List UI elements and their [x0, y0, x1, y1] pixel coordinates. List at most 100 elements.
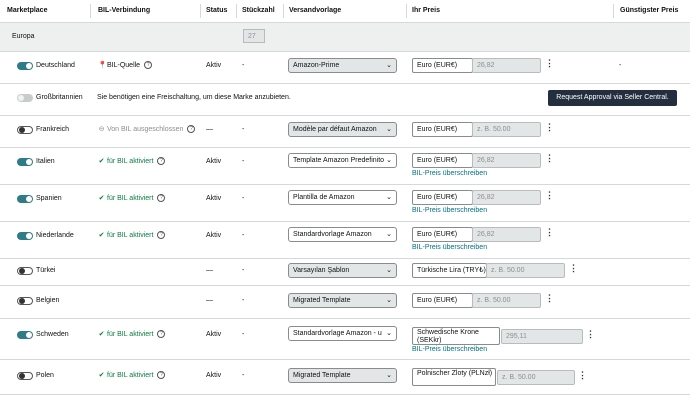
marketplace-toggle[interactable] [17, 195, 33, 203]
override-bil-price-link[interactable]: BIL-Preis überschreiben [412, 346, 488, 353]
bil-connection: ⊖ Von BIL ausgeschlossen ? [98, 125, 196, 133]
shipping-template-value: Template Amazon Predefinito [293, 157, 385, 164]
qty-text: - [242, 232, 245, 239]
chevron-down-icon: ⌄ [386, 194, 392, 201]
price-input[interactable]: 26,82 [472, 58, 541, 73]
bil-connection: ✔ für BIL aktiviert ? [98, 231, 166, 239]
currency-field[interactable]: Euro (EUR€) [412, 293, 473, 308]
shipping-template-value: Plantilla de Amazon [293, 194, 355, 201]
region-row: Europa 27 [0, 23, 690, 52]
override-bil-price-link[interactable]: BIL-Preis überschreiben [412, 244, 488, 251]
status-text: Aktiv [206, 195, 222, 202]
help-circle-icon[interactable]: ? [144, 61, 153, 69]
chevron-down-icon: ⌄ [386, 157, 392, 164]
table-row: Türkei — - Varsayılan Şablon ⌄ Türkische … [0, 259, 690, 286]
kebab-menu-icon[interactable]: ⋮ [578, 370, 587, 380]
shipping-template-select[interactable]: Amazon-Prime ⌄ [288, 58, 397, 73]
shipping-template-select[interactable]: Plantilla de Amazon ⌄ [288, 190, 397, 205]
currency-field[interactable]: Euro (EUR€) [412, 227, 473, 242]
chevron-down-icon: ⌄ [386, 297, 392, 304]
kebab-menu-icon[interactable]: ⋮ [545, 293, 554, 303]
shipping-template-value: Standardvorlage Amazon [293, 231, 372, 238]
check-circle-icon: ✔ [98, 231, 105, 239]
status-text: — [206, 267, 213, 274]
shipping-template-value: Migrated Template [293, 297, 351, 304]
kebab-menu-icon[interactable]: ⋮ [545, 58, 554, 68]
table-row: Frankreich ⊖ Von BIL ausgeschlossen ? — … [0, 116, 690, 148]
help-circle-icon[interactable]: ? [187, 125, 196, 133]
shipping-template-select[interactable]: Migrated Template ⌄ [288, 293, 397, 308]
price-input[interactable]: z. B. 50.00 [497, 370, 575, 385]
marketplace-toggle[interactable] [17, 158, 33, 166]
shipping-template-select[interactable]: Migrated Template ⌄ [288, 368, 397, 383]
currency-field[interactable]: Türkische Lira (TRY₺) [412, 263, 487, 278]
marketplace-toggle[interactable] [17, 331, 33, 339]
marketplace-toggle[interactable] [17, 267, 33, 275]
approval-message: Sie benötigen eine Freischaltung, um die… [97, 94, 291, 101]
marketplace-toggle[interactable] [17, 62, 33, 70]
location-pin-icon: 📍 [98, 61, 107, 69]
currency-field[interactable]: Polnischer Zloty (PLNzł) [412, 368, 496, 386]
best-price-text: - [619, 62, 622, 69]
price-input[interactable]: 26,82 [472, 190, 541, 205]
qty-text: - [242, 331, 245, 338]
price-input[interactable]: 295,11 [501, 329, 583, 344]
chevron-down-icon: ⌄ [386, 267, 392, 274]
help-circle-icon[interactable]: ? [157, 371, 166, 379]
qty-text: - [242, 372, 245, 379]
price-input[interactable]: 26,82 [472, 227, 541, 242]
table-row: Niederlande ✔ für BIL aktiviert ? Aktiv … [0, 222, 690, 259]
price-input[interactable]: 26,82 [472, 153, 541, 168]
marketplace-name: Belgien [36, 297, 60, 304]
kebab-menu-icon[interactable]: ⋮ [545, 122, 554, 132]
shipping-template-value: Amazon-Prime [293, 62, 340, 69]
bil-label: für BIL aktiviert [107, 371, 154, 379]
marketplace-toggle[interactable] [17, 372, 33, 380]
shipping-template-select[interactable]: Template Amazon Predefinito ⌄ [288, 153, 397, 168]
shipping-template-select[interactable]: Standardvorlage Amazon - u ⌄ [288, 326, 397, 341]
table-header: Marketplace BIL-Verbindung Status Stückz… [0, 0, 690, 23]
request-approval-button[interactable]: Request Approval via Seller Central. [548, 90, 677, 106]
marketplace-toggle[interactable] [17, 232, 33, 240]
shipping-template-select[interactable]: Modèle par défaut Amazon ⌄ [288, 122, 397, 137]
chevron-down-icon: ⌄ [386, 62, 392, 69]
price-input[interactable]: z. B. 50.00 [472, 122, 541, 137]
header-divider [200, 4, 201, 18]
header-divider [406, 4, 407, 18]
marketplace-toggle[interactable] [17, 126, 33, 134]
help-circle-icon[interactable]: ? [157, 194, 166, 202]
help-circle-icon[interactable]: ? [157, 157, 166, 165]
kebab-menu-icon[interactable]: ⋮ [545, 190, 554, 200]
price-input[interactable]: z. B. 50.00 [486, 263, 565, 278]
status-text: Aktiv [206, 62, 222, 69]
shipping-template-select[interactable]: Standardvorlage Amazon ⌄ [288, 227, 397, 242]
override-bil-price-link[interactable]: BIL-Preis überschreiben [412, 170, 488, 177]
kebab-menu-icon[interactable]: ⋮ [569, 263, 578, 273]
currency-field[interactable]: Euro (EUR€) [412, 58, 473, 73]
qty-text: - [242, 297, 245, 304]
marketplace-name: Türkei [36, 267, 56, 274]
kebab-menu-icon[interactable]: ⋮ [545, 227, 554, 237]
kebab-menu-icon[interactable]: ⋮ [586, 329, 595, 339]
help-circle-icon[interactable]: ? [157, 231, 166, 239]
marketplace-name: Niederlande [36, 232, 74, 239]
price-input[interactable]: z. B. 50.00 [472, 293, 541, 308]
status-text: Aktiv [206, 372, 222, 379]
help-circle-icon[interactable]: ? [157, 330, 166, 338]
currency-field[interactable]: Euro (EUR€) [412, 190, 473, 205]
qty-text: - [242, 195, 245, 202]
override-bil-price-link[interactable]: BIL-Preis überschreiben [412, 207, 488, 214]
region-label: Europa [12, 33, 35, 40]
bil-connection: 📍 BIL-Quelle ? [98, 61, 153, 69]
bil-label: für BIL aktiviert [107, 194, 154, 202]
currency-field[interactable]: Euro (EUR€) [412, 153, 473, 168]
region-qty-field: 27 [243, 29, 265, 43]
marketplace-toggle[interactable] [17, 297, 33, 305]
check-circle-icon: ✔ [98, 330, 105, 338]
kebab-menu-icon[interactable]: ⋮ [545, 153, 554, 163]
shipping-template-select[interactable]: Varsayılan Şablon ⌄ [288, 263, 397, 278]
status-text: — [206, 297, 213, 304]
currency-field[interactable]: Euro (EUR€) [412, 122, 473, 137]
marketplace-name: Schweden [36, 331, 69, 338]
currency-field[interactable]: Schwedische Krone (SEKkr) [412, 327, 500, 345]
